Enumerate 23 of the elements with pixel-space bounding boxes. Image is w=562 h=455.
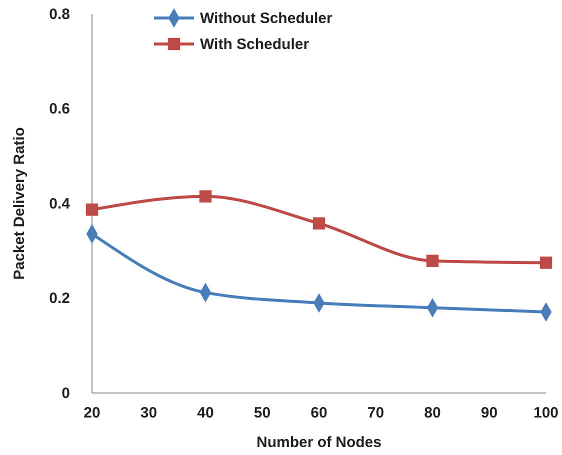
legend-label: Without Scheduler	[200, 10, 333, 27]
x-tick-label: 70	[367, 404, 384, 422]
point	[426, 254, 439, 267]
x-tick-label: 50	[254, 404, 271, 422]
y-tick-label: 0	[62, 384, 70, 402]
x-tick-label: 40	[197, 404, 214, 422]
point	[540, 256, 552, 269]
point	[199, 190, 212, 203]
x-tick-label: 30	[140, 404, 158, 422]
legend-label: With Scheduler	[200, 36, 310, 53]
x-tick-label: 20	[84, 404, 100, 422]
y-tick-label: 0.6	[49, 100, 70, 118]
point	[86, 204, 98, 216]
x-tick-label: 80	[424, 404, 441, 422]
y-tick-label: 0.4	[49, 195, 71, 212]
point	[312, 217, 326, 230]
y-tick-label: 0.8	[49, 6, 70, 23]
x-tick-label: 60	[310, 404, 328, 422]
x-tick-label: 100	[533, 404, 559, 422]
x-axis-title: Number of Nodes	[256, 434, 382, 451]
x-tick-label: 90	[480, 404, 498, 422]
y-tick-label: 0.2	[49, 290, 70, 308]
y-axis-title: Packet Delivery Ratio	[11, 127, 28, 280]
